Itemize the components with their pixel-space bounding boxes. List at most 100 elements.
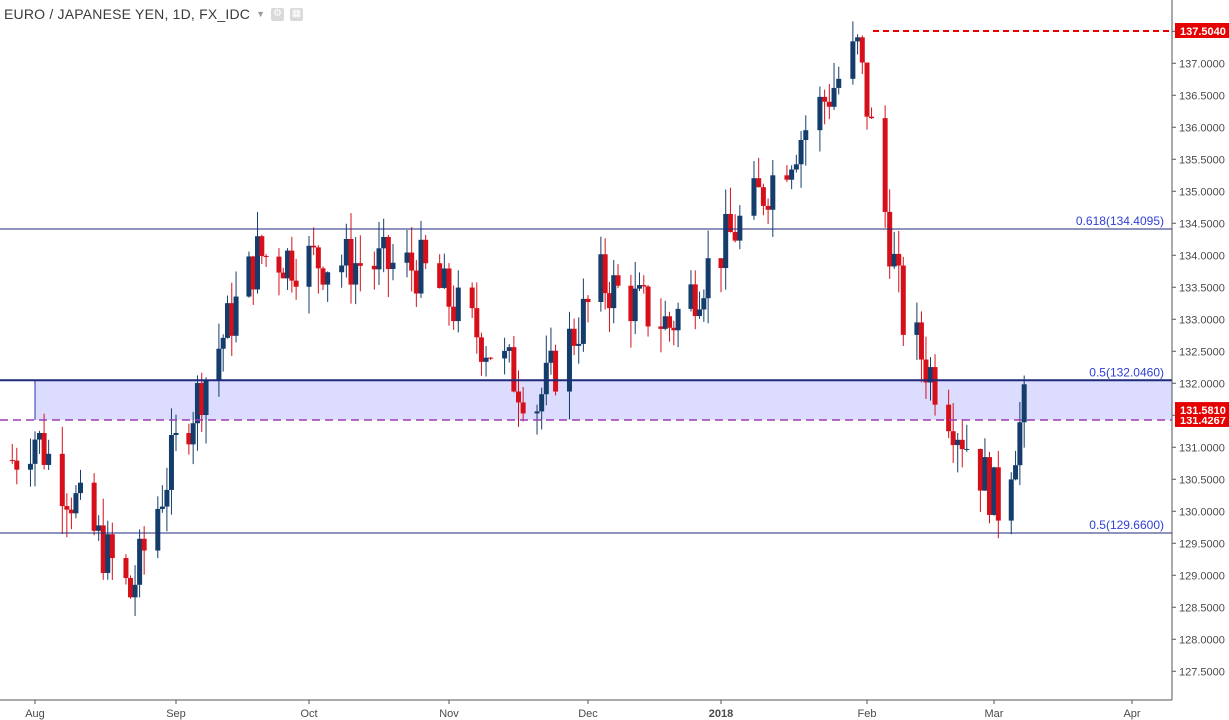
candle-up: [506, 347, 512, 351]
candle-down: [765, 205, 771, 210]
candle-down: [950, 431, 956, 446]
chart-header: EURO / JAPANESE YEN, 1D, FX_IDC ▼ ⚙ ▦: [4, 6, 304, 22]
candle-up: [96, 525, 102, 531]
candle-up: [789, 169, 795, 180]
candle-up: [982, 457, 988, 491]
y-tick-label: 137.0000: [1179, 58, 1225, 70]
y-tick-label: 129.0000: [1179, 570, 1225, 582]
candle-down: [128, 578, 134, 598]
candle-up: [246, 256, 252, 297]
high-price-tag-label: 137.5040: [1180, 26, 1226, 38]
candle-down: [606, 293, 612, 309]
candle-down: [385, 236, 391, 270]
candle-down: [995, 467, 1001, 521]
candle-down: [100, 525, 106, 573]
candle-up: [855, 37, 861, 42]
candle-up: [723, 213, 729, 269]
candle-up: [737, 215, 743, 241]
candle-down: [289, 250, 295, 281]
candle-up: [1008, 479, 1014, 521]
last-price-tag: [1175, 402, 1229, 418]
candle-up: [73, 493, 79, 514]
format-icon[interactable]: ▦: [290, 7, 304, 21]
candle-up: [27, 463, 33, 470]
candle-down: [756, 178, 762, 188]
candle-down: [293, 280, 299, 287]
y-tick-label: 134.0000: [1179, 250, 1225, 262]
y-tick-label: 130.0000: [1179, 506, 1225, 518]
gear-icon[interactable]: ⚙: [271, 7, 285, 21]
candle-up: [576, 343, 582, 346]
candle-down: [446, 268, 452, 307]
y-tick-label: 130.5000: [1179, 474, 1225, 486]
candle-down: [571, 328, 577, 346]
candle-down: [371, 265, 377, 270]
candle-up: [836, 78, 842, 88]
candle-up: [636, 285, 642, 289]
y-tick-label: 132.0000: [1179, 378, 1225, 390]
candle-down: [869, 116, 875, 119]
candle-up: [705, 258, 711, 299]
candle-down: [186, 433, 192, 445]
symbol-title[interactable]: EURO / JAPANESE YEN, 1D, FX_IDC: [4, 6, 251, 22]
x-tick-label: Oct: [300, 708, 317, 720]
levels-layer: 0.618(134.4095) 0.5(132.0460) 0.5(129.6600…: [0, 30, 1172, 534]
x-tick-label: Apr: [1123, 708, 1140, 720]
candle-up: [688, 284, 694, 309]
candle-down: [488, 357, 494, 359]
candle-up: [566, 328, 572, 392]
candle-down: [859, 37, 865, 63]
candle-down: [123, 558, 129, 579]
candle-down: [229, 303, 235, 336]
candle-down: [718, 258, 724, 269]
candle-down: [882, 118, 888, 212]
chevron-down-icon[interactable]: ▼: [256, 9, 266, 19]
candle-down: [511, 347, 517, 392]
candle-down: [658, 326, 664, 329]
candle-down: [784, 175, 790, 180]
candle-up: [46, 453, 52, 465]
candle-down: [671, 327, 677, 331]
candle-up: [598, 254, 604, 302]
candle-down: [259, 236, 265, 256]
candle-up: [1013, 465, 1019, 480]
candle-up: [390, 262, 396, 270]
candle-up: [793, 164, 799, 170]
candle-up: [194, 383, 200, 424]
candle-down: [516, 391, 521, 403]
candle-down: [896, 253, 902, 266]
candle-up: [914, 322, 920, 335]
x-tick-label: 2018: [709, 708, 733, 720]
candle-down: [423, 239, 429, 264]
candle-up: [991, 467, 997, 515]
y-tick-label: 132.5000: [1179, 346, 1225, 358]
candle-down: [864, 62, 870, 117]
support-zone-layer: [34, 380, 1172, 420]
support-zone: [35, 380, 1172, 420]
candle-down: [727, 213, 733, 233]
candle-down: [437, 263, 443, 288]
candle-up: [675, 308, 681, 331]
fib-label: 0.618(134.4095): [1076, 214, 1164, 228]
candle-down: [918, 322, 924, 360]
candle-up: [798, 139, 804, 165]
candle-down: [41, 433, 47, 465]
candle-down: [109, 534, 115, 559]
candle-up: [1017, 422, 1023, 466]
candle-down: [602, 254, 608, 294]
candle-down: [553, 350, 559, 392]
candle-up: [77, 482, 83, 494]
candle-up: [928, 367, 933, 383]
last-price-tag-label: 131.5810: [1180, 405, 1226, 417]
candle-up: [483, 357, 489, 362]
candle-up: [159, 506, 165, 509]
y-tick-label: 135.5000: [1179, 154, 1225, 166]
candle-up: [168, 434, 174, 490]
candle-up: [353, 263, 359, 285]
candle-up: [105, 534, 111, 573]
candle-up: [418, 239, 424, 294]
candle-up: [325, 272, 331, 285]
candle-up: [216, 348, 222, 380]
